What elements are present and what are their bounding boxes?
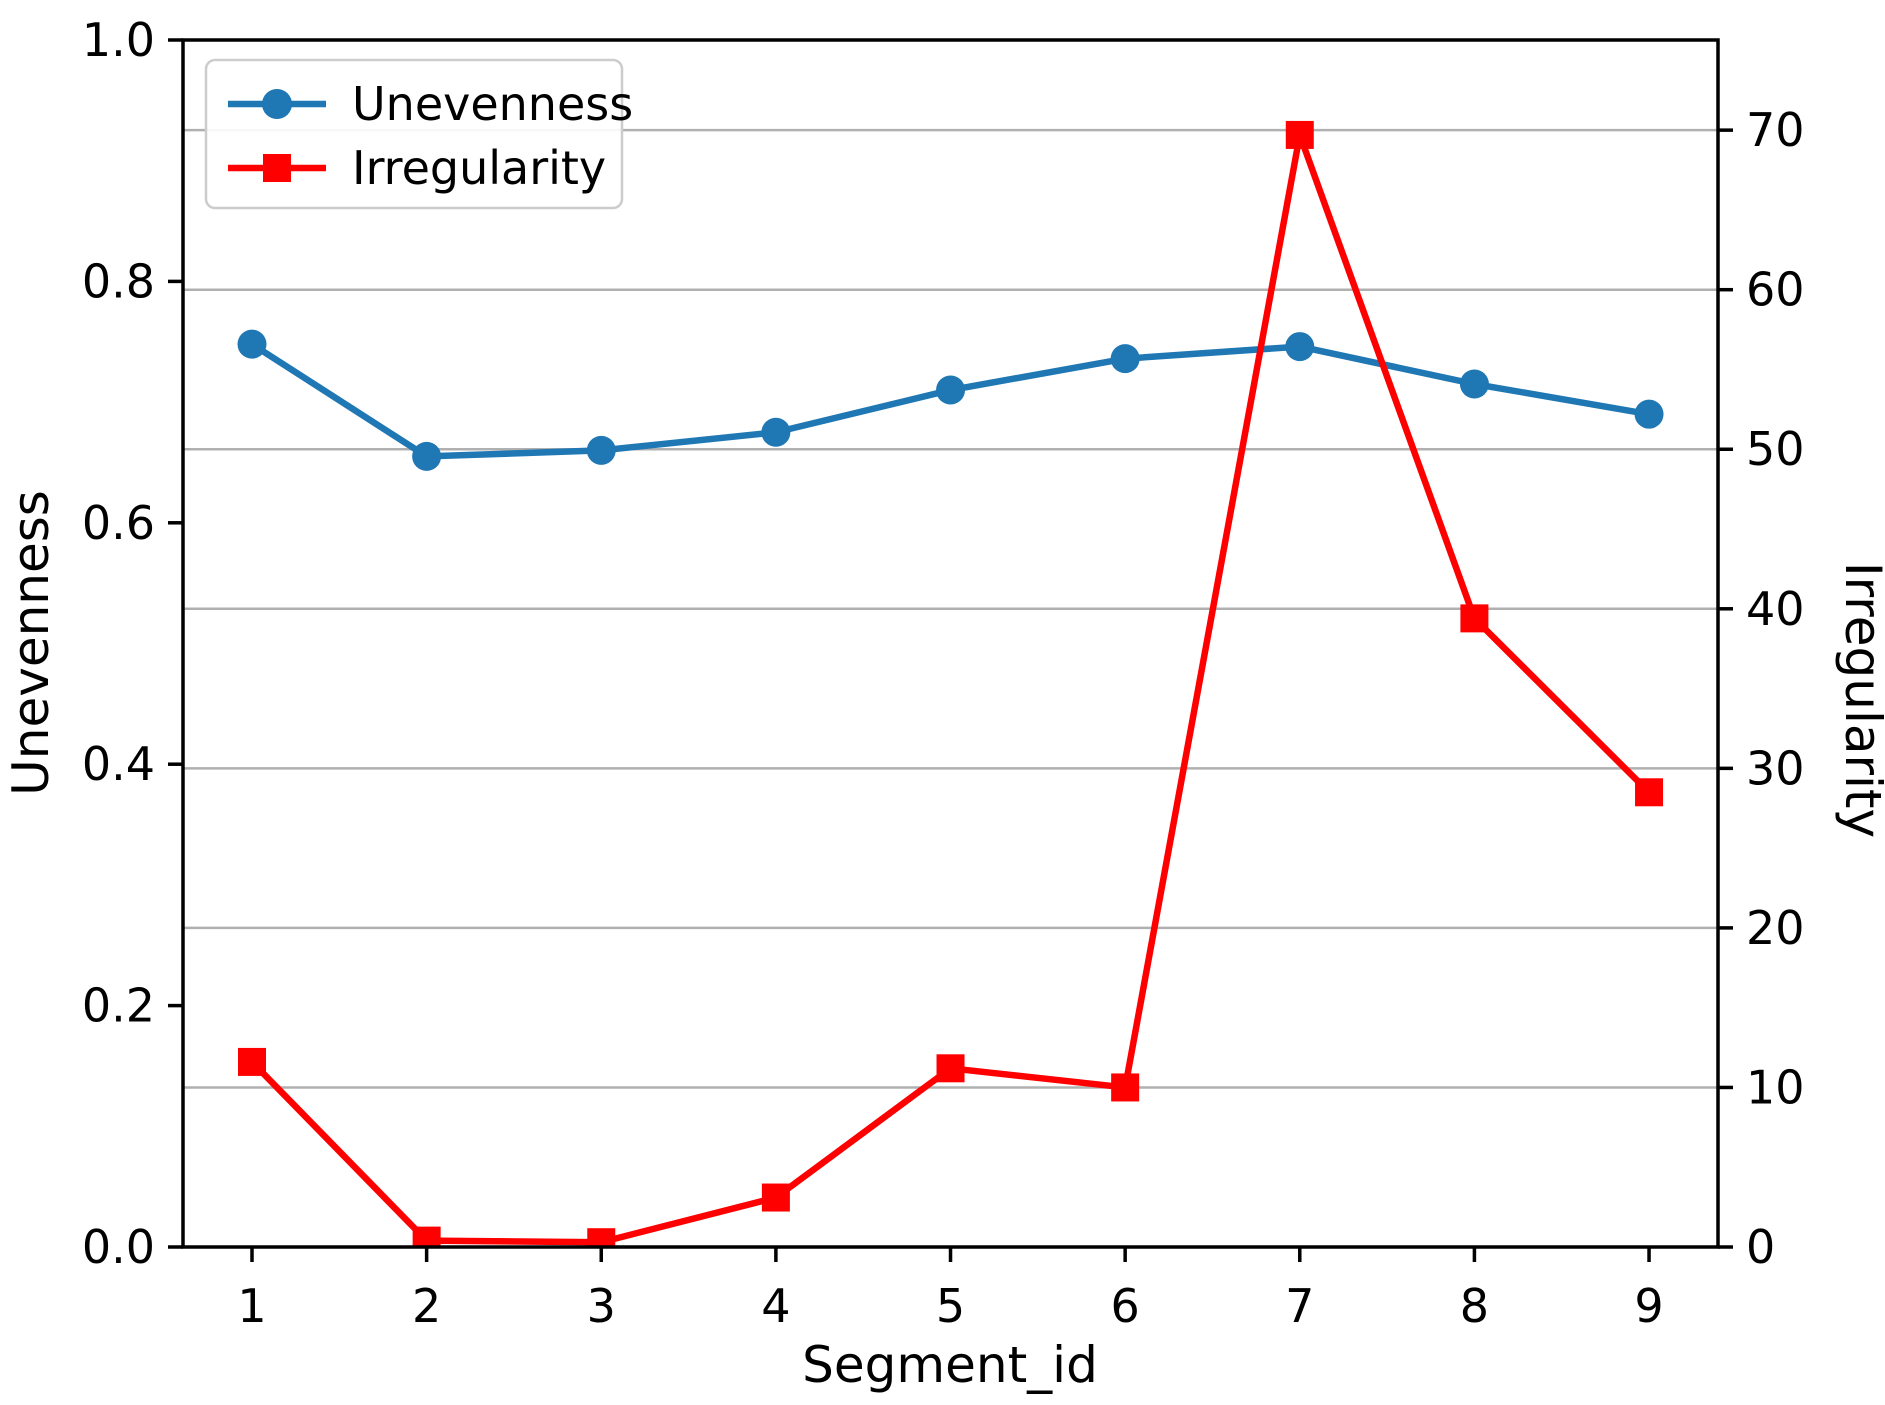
data-point-square-irregularity [936,1054,965,1083]
x-axis-tick-label: 7 [1285,1279,1314,1333]
data-point-square-irregularity [1285,120,1314,149]
left-axis-tick-label: 0.8 [82,254,155,308]
data-point-circle-unevenness [412,441,442,471]
x-axis-label: Segment_id [802,1336,1098,1394]
data-point-circle-unevenness [761,417,791,447]
data-point-square-irregularity [1111,1073,1140,1102]
right-axis-tick-label: 60 [1746,263,1805,317]
legend-square-marker-icon [263,154,291,182]
left-axis-label: Unevenness [2,490,60,796]
x-axis-tick-label: 3 [587,1279,616,1333]
x-axis-tick-label: 9 [1634,1279,1663,1333]
data-point-square-irregularity [1460,604,1489,633]
data-point-square-irregularity [587,1228,616,1247]
x-axis-tick-label: 1 [237,1279,266,1333]
data-point-circle-unevenness [237,329,267,359]
data-point-circle-unevenness [1634,399,1664,429]
data-point-circle-unevenness [1110,344,1140,374]
right-axis-tick-label: 40 [1746,582,1805,636]
right-axis-tick-label: 50 [1746,422,1805,476]
legend: Unevenness Irregularity [204,58,633,210]
data-point-circle-unevenness [1285,332,1315,362]
legend-label-unevenness: Unevenness [352,77,633,131]
data-point-square-irregularity [761,1183,790,1212]
x-axis-tick-label: 8 [1460,1279,1489,1333]
left-axis-tick-label: 1.0 [82,13,155,67]
right-axis-label: Irregularity [1834,562,1885,838]
data-point-square-irregularity [1635,778,1664,807]
data-point-circle-unevenness [936,375,966,405]
right-axis-tick-label: 0 [1746,1220,1775,1274]
x-axis-tick-label: 2 [412,1279,441,1333]
legend-circle-marker-icon [262,89,292,119]
data-point-circle-unevenness [586,435,616,465]
left-axis-tick-label: 0.4 [82,737,155,791]
data-point-circle-unevenness [1459,369,1489,399]
right-axis-tick-label: 70 [1746,103,1805,157]
data-series [237,120,1664,1247]
left-axis-tick-label: 0.0 [82,1220,155,1274]
x-axis-tick-label: 5 [936,1279,965,1333]
left-axis-tick-label: 0.2 [82,979,155,1033]
legend-label-irregularity: Irregularity [352,141,606,195]
right-axis-tick-label: 30 [1746,741,1805,795]
data-point-square-irregularity [238,1047,266,1076]
x-axis-tick-label: 6 [1111,1279,1140,1333]
data-point-square-irregularity [412,1226,441,1247]
right-axis-tick-label: 10 [1746,1060,1805,1114]
left-axis-tick-label: 0.6 [82,496,155,550]
axis-ticks: 0.0 0.2 0.4 0.6 0.8 1.0 0 10 20 30 40 50 60 70 1 2 3 4 5 6 7… [82,13,1805,1333]
x-axis-tick-label: 4 [761,1279,790,1333]
right-axis-tick-label: 20 [1746,901,1805,955]
